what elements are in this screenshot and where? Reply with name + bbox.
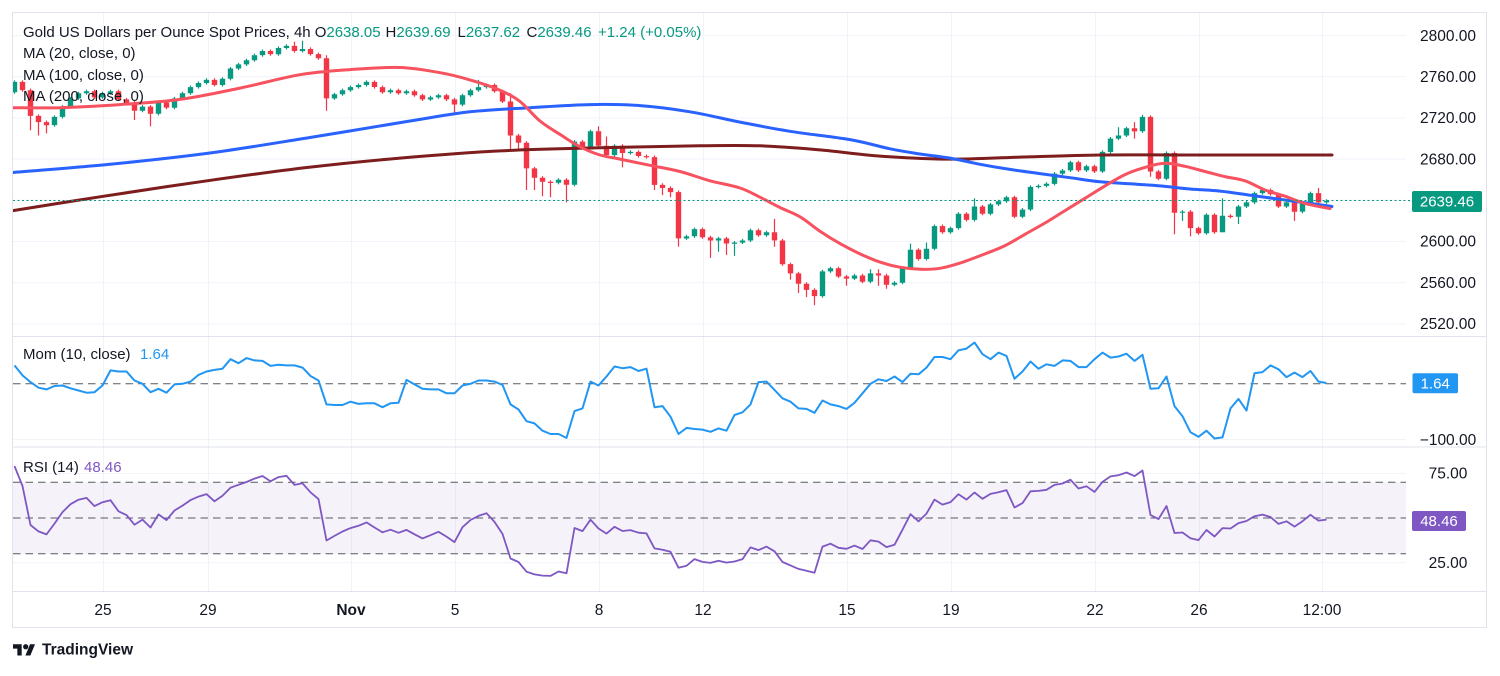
svg-text:12: 12 bbox=[694, 602, 711, 619]
svg-text:29: 29 bbox=[199, 602, 216, 619]
svg-text:+1.24 (+0.05%): +1.24 (+0.05%) bbox=[598, 24, 701, 41]
svg-text:1.64: 1.64 bbox=[1421, 376, 1450, 393]
svg-text:12:00: 12:00 bbox=[1303, 602, 1342, 619]
svg-text:TradingView: TradingView bbox=[42, 642, 134, 659]
svg-text:2560.00: 2560.00 bbox=[1420, 275, 1476, 292]
svg-text:48.46: 48.46 bbox=[1420, 513, 1458, 530]
svg-text:2680.00: 2680.00 bbox=[1420, 151, 1476, 168]
svg-text:22: 22 bbox=[1086, 602, 1103, 619]
svg-text:L2637.62: L2637.62 bbox=[458, 24, 521, 41]
svg-text:25: 25 bbox=[94, 602, 111, 619]
svg-text:2720.00: 2720.00 bbox=[1420, 110, 1476, 127]
svg-text:48.46: 48.46 bbox=[84, 459, 122, 476]
svg-text:MA (200, close, 0): MA (200, close, 0) bbox=[23, 88, 144, 105]
svg-text:5: 5 bbox=[451, 602, 460, 619]
svg-text:RSI (14): RSI (14) bbox=[23, 459, 79, 476]
svg-text:2800.00: 2800.00 bbox=[1420, 28, 1476, 45]
svg-text:Nov: Nov bbox=[336, 602, 366, 619]
svg-text:75.00: 75.00 bbox=[1429, 466, 1468, 483]
svg-text:MA (100, close, 0): MA (100, close, 0) bbox=[23, 67, 144, 84]
svg-text:Mom (10, close): Mom (10, close) bbox=[23, 346, 131, 363]
svg-text:15: 15 bbox=[838, 602, 855, 619]
svg-text:8: 8 bbox=[595, 602, 604, 619]
svg-text:−100.00: −100.00 bbox=[1420, 432, 1477, 449]
svg-text:2639.46: 2639.46 bbox=[1420, 194, 1474, 211]
svg-text:2600.00: 2600.00 bbox=[1420, 234, 1476, 251]
svg-text:26: 26 bbox=[1190, 602, 1207, 619]
svg-text:1.64: 1.64 bbox=[140, 346, 169, 363]
svg-text:Gold US Dollars per Ounce Spot: Gold US Dollars per Ounce Spot Prices, 4… bbox=[23, 24, 311, 41]
svg-text:2520.00: 2520.00 bbox=[1420, 316, 1476, 333]
svg-text:MA (20, close, 0): MA (20, close, 0) bbox=[23, 45, 136, 62]
svg-text:O2638.05: O2638.05 bbox=[315, 24, 381, 41]
svg-text:2760.00: 2760.00 bbox=[1420, 69, 1476, 86]
svg-text:C2639.46: C2639.46 bbox=[527, 24, 592, 41]
svg-text:25.00: 25.00 bbox=[1429, 555, 1468, 572]
svg-text:19: 19 bbox=[942, 602, 959, 619]
svg-text:H2639.69: H2639.69 bbox=[386, 24, 451, 41]
